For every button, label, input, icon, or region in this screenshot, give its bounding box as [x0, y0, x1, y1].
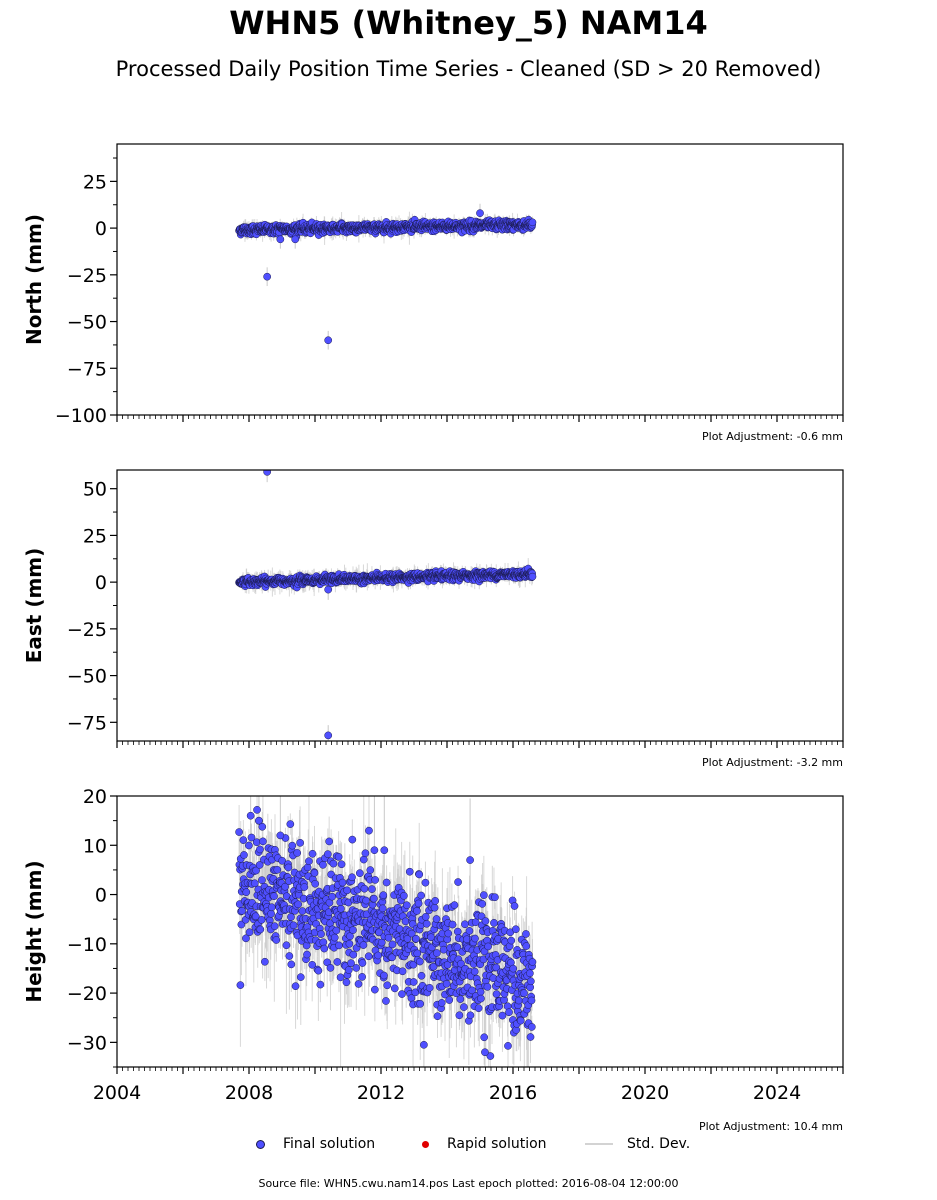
data-point: [235, 828, 243, 836]
y-tick-label: −50: [67, 666, 107, 688]
east-plot-adjustment: Plot Adjustment: -3.2 mm: [702, 756, 843, 769]
east-y-axis-label: East (mm): [22, 548, 46, 664]
y-tick-label: −75: [67, 712, 107, 734]
east-std-dev-bars: [238, 470, 533, 741]
north-plot-adjustment: Plot Adjustment: -0.6 mm: [702, 430, 843, 443]
outlier-point: [324, 585, 333, 594]
y-tick-label: 25: [83, 525, 107, 547]
data-point: [251, 912, 260, 921]
y-tick-label: 50: [83, 479, 107, 501]
outlier-point: [263, 470, 271, 476]
height-final-solution-points: [235, 806, 537, 1060]
chart-subtitle: Processed Daily Position Time Series - C…: [115, 57, 822, 81]
outlier-point: [276, 235, 285, 244]
outlier-point: [263, 272, 271, 281]
y-tick-label: −75: [67, 358, 107, 380]
data-point: [253, 806, 261, 814]
y-tick-label: −25: [67, 265, 107, 287]
y-tick-label: −50: [67, 312, 107, 334]
outlier-point: [324, 731, 333, 740]
y-tick-label: 0: [95, 218, 107, 240]
chart-title: WHN5 (Whitney_5) NAM14: [229, 4, 708, 42]
data-point: [258, 822, 267, 831]
data-point: [259, 837, 267, 846]
east-final-solution-points: [235, 470, 537, 740]
data-point: [252, 866, 260, 875]
data-point: [270, 892, 278, 901]
data-point: [240, 851, 248, 859]
data-point: [272, 936, 281, 944]
east-panel: −75 −50 −25 0 25 50 East (mm) Plot Adjustment: …: [22, 469, 844, 769]
data-point: [270, 922, 279, 931]
data-point: [242, 888, 251, 897]
data-point: [258, 876, 266, 884]
outlier-point: [324, 336, 333, 345]
data-point: [528, 218, 537, 227]
north-plot-frame: [116, 143, 844, 416]
data-point: [256, 845, 264, 854]
data-point: [250, 879, 259, 888]
data-point: [273, 865, 282, 874]
data-point: [238, 906, 246, 915]
data-point: [236, 981, 245, 989]
data-point: [267, 903, 276, 912]
y-tick-label: 25: [83, 171, 107, 193]
data-point: [257, 916, 266, 924]
y-tick-label: −100: [55, 405, 107, 427]
data-point: [245, 841, 253, 850]
north-final-solution-points: [235, 209, 537, 345]
north-panel: −100 −75 −50 −25 0 25 North (mm) Plot Adjustmen…: [22, 143, 844, 443]
data-point: [261, 957, 269, 966]
data-point: [256, 925, 265, 934]
data-point: [245, 928, 254, 937]
y-tick-label: −25: [67, 619, 107, 641]
data-point: [278, 856, 287, 865]
north-y-axis-label: North (mm): [22, 214, 46, 345]
outlier-point: [291, 235, 300, 244]
data-point: [255, 861, 264, 869]
outlier-point: [476, 209, 484, 218]
east-plot-frame: [116, 469, 844, 742]
y-tick-label: 0: [95, 572, 107, 594]
data-point: [247, 833, 256, 842]
data-point: [242, 934, 250, 943]
data-point: [528, 572, 537, 581]
data-point: [267, 909, 275, 918]
data-point: [239, 836, 248, 844]
